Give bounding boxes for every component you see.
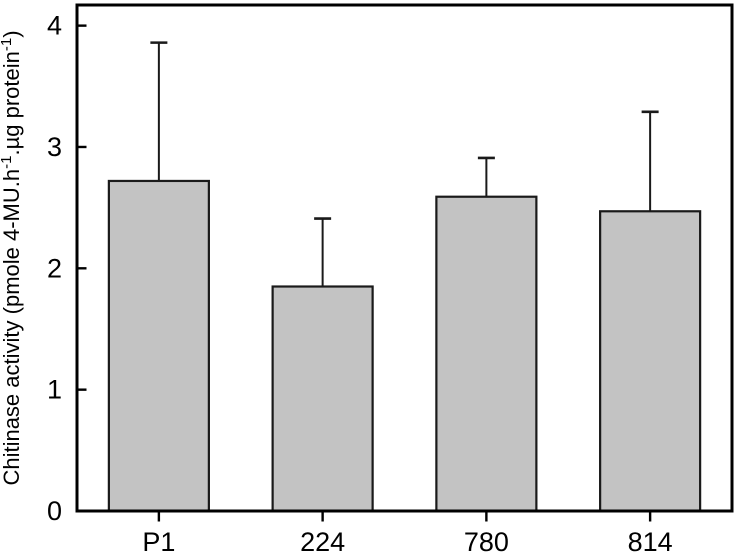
y-tick-label-3: 3 (47, 132, 62, 162)
y-axis-title-segment: .µg protein (0, 51, 24, 155)
bar-814 (599, 210, 702, 513)
x-tick-label-814: 814 (628, 527, 673, 557)
x-tick-label-780: 780 (464, 527, 509, 557)
plot-frame (75, 3, 734, 513)
y-axis-title: Chitinase activity (pmole 4-MU.h-1.µg pr… (0, 30, 24, 485)
y-axis-title-superscript: -1 (0, 156, 15, 169)
y-tick-label-4: 4 (47, 11, 62, 41)
y-axis-title-superscript: -1 (0, 38, 15, 51)
y-axis-title-segment: Chitinase activity (pmole 4-MU.h (0, 169, 24, 486)
bar-780 (435, 195, 538, 513)
y-tick-label-2: 2 (47, 253, 62, 283)
x-tick-label-224: 224 (300, 527, 345, 557)
y-tick-label-0: 0 (47, 496, 62, 526)
bar-P1 (107, 179, 210, 513)
y-tick-label-1: 1 (47, 375, 62, 405)
y-axis-title-segment: ) (0, 30, 24, 37)
x-tick-label-P1: P1 (142, 527, 175, 557)
bar-224 (271, 285, 374, 513)
